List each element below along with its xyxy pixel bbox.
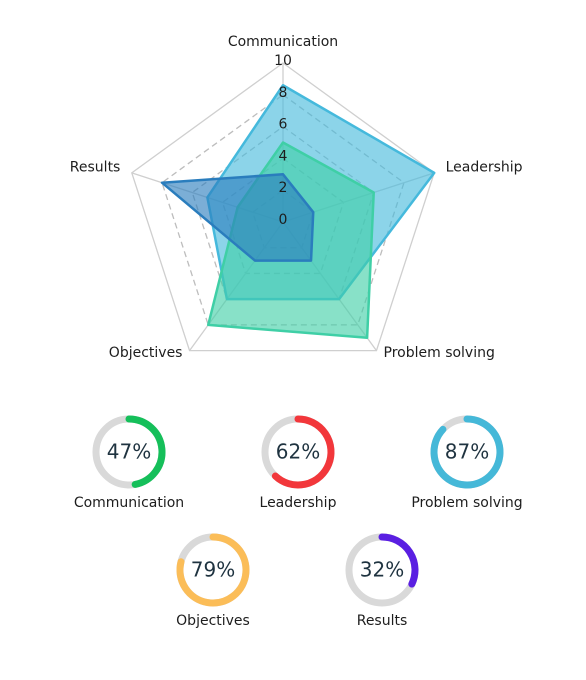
r-tick-label: 2 [279,180,288,196]
gauge-value: 47% [107,440,151,464]
gauge-value: 62% [276,440,320,464]
category-label: Communication [228,34,338,50]
r-tick-label: 8 [279,85,288,101]
gauge-arc [430,415,504,489]
category-label: Objectives [109,345,183,361]
gauge-value: 79% [191,558,235,582]
category-label: Leadership [446,159,523,175]
gauge-value: 32% [360,558,404,582]
gauge-label: Objectives [176,613,250,629]
grid-ring [131,62,435,352]
gauge-arc [378,533,419,588]
category-label: Problem solving [384,345,495,361]
gauge-value: 87% [445,440,489,464]
gauge-arc [125,415,166,488]
r-tick-label: 0 [279,212,288,228]
r-tick-label: 10 [274,53,292,69]
gauge-label: Communication [74,495,184,511]
gauge-label: Results [357,613,408,629]
category-label: Results [70,159,121,175]
gauge-label: Leadership [260,495,337,511]
r-tick-label: 6 [279,117,288,133]
gauge-label: Problem solving [411,495,522,511]
r-tick-label: 4 [279,148,288,164]
gauge-arc [176,533,250,607]
radar-area [160,173,315,262]
gauge-arc [271,415,335,489]
